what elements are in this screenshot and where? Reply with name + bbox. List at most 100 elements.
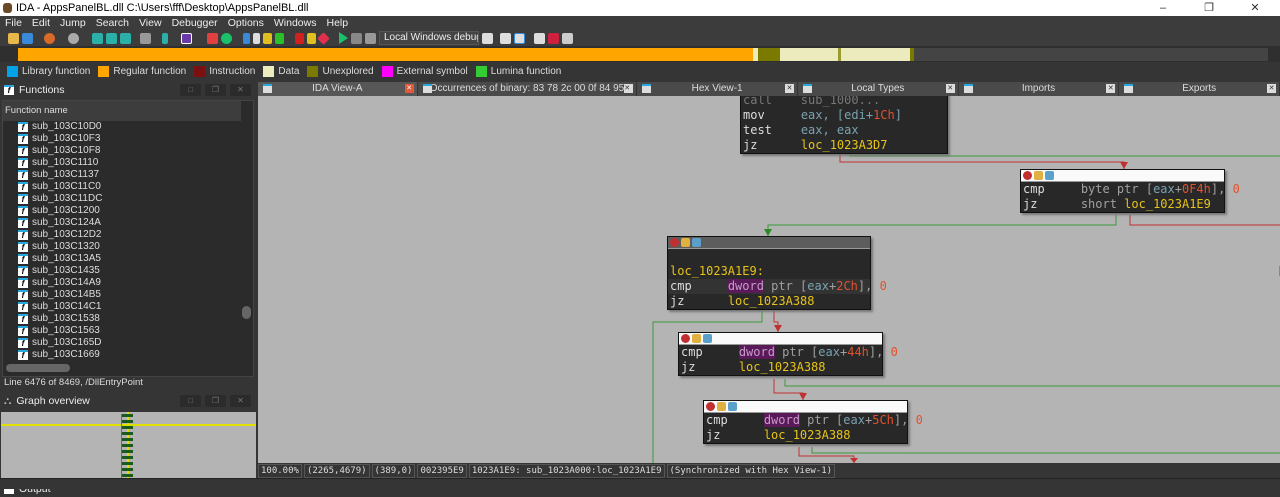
tab-close-button[interactable]: ✕ — [624, 84, 634, 93]
close-panel-button[interactable]: ✕ — [230, 84, 251, 96]
close-button[interactable]: ✕ — [1250, 2, 1260, 14]
legend-label: Library function — [22, 65, 91, 77]
edit-icon[interactable] — [307, 32, 316, 44]
tab-hex-view-1[interactable]: Hex View-1 ✕ — [637, 82, 798, 96]
function-item[interactable]: f sub_103C1320 — [3, 241, 253, 253]
restore-button[interactable]: ❐ — [1204, 2, 1214, 14]
menu-file[interactable]: File — [5, 17, 22, 29]
open-icon[interactable] — [8, 32, 19, 44]
patch-icon[interactable] — [140, 32, 151, 44]
function-item[interactable]: f sub_103C14A9 — [3, 277, 253, 289]
graph-view[interactable]: call sub_1000... mov eax, [edi+1Ch] test… — [258, 96, 1280, 463]
function-item[interactable]: f sub_103C13A5 — [3, 253, 253, 265]
close-panel-button[interactable]: ✕ — [230, 395, 251, 407]
function-name: sub_103C10F8 — [32, 145, 101, 156]
code-block-c[interactable]: loc_1023A1E9: cmp dword ptr [eax+2Ch], 0… — [667, 236, 887, 310]
jump-icon[interactable] — [162, 32, 168, 44]
tab-close-button[interactable]: ✕ — [1267, 84, 1277, 93]
save-icon[interactable] — [22, 32, 33, 44]
segment-icon[interactable] — [92, 32, 103, 44]
proximity-icon[interactable] — [221, 32, 232, 44]
code-block-e[interactable]: cmp dword ptr [eax+5Ch], 0 jz loc_1023A3… — [703, 400, 923, 444]
function-item[interactable]: f sub_103C1538 — [3, 313, 253, 325]
graph-coords: (2265,4679) — [303, 464, 370, 478]
struct-icon[interactable] — [120, 32, 131, 44]
menu-options[interactable]: Options — [227, 17, 264, 29]
horizontal-scrollbar[interactable] — [6, 364, 70, 372]
edge-c-green — [652, 310, 763, 463]
tab-close-button[interactable]: ✕ — [784, 84, 794, 93]
column-header-function-name[interactable]: Function name — [3, 101, 241, 121]
layout-icon[interactable] — [534, 32, 545, 44]
minimize-button[interactable]: – — [1159, 2, 1167, 14]
vertical-scrollbar[interactable] — [242, 306, 251, 319]
tab-exports[interactable]: Exports ✕ — [1119, 82, 1280, 96]
function-name: sub_103C13A5 — [32, 253, 101, 264]
tab-local-types[interactable]: Local Types ✕ — [797, 82, 959, 96]
menu-search[interactable]: Search — [95, 17, 129, 29]
list2-icon[interactable] — [562, 32, 573, 44]
tab-icon — [1124, 84, 1134, 93]
function-item[interactable]: f sub_103C1563 — [3, 325, 253, 337]
names-icon[interactable] — [275, 32, 284, 44]
tab-close-button[interactable]: ✕ — [945, 84, 955, 93]
menu-view[interactable]: View — [138, 17, 162, 29]
string-icon[interactable] — [181, 32, 192, 44]
function-item[interactable]: f sub_103C12D2 — [3, 229, 253, 241]
stop-icon[interactable] — [365, 32, 376, 44]
code-icon[interactable] — [243, 32, 250, 44]
tab-occurrences-of-binary-83-78-2c-00-0f-84-95-01[interactable]: Occurrences of binary: 83 78 2c 00 0f 84… — [417, 82, 638, 108]
function-item[interactable]: f sub_103C11C0 — [3, 181, 253, 193]
menu-windows[interactable]: Windows — [273, 17, 317, 29]
menu-edit[interactable]: Edit — [31, 17, 51, 29]
array-icon[interactable] — [295, 32, 304, 44]
float-button[interactable]: ❐ — [205, 395, 226, 407]
function-item[interactable]: f sub_103C11DC — [3, 193, 253, 205]
function-item[interactable]: f sub_103C165D — [3, 337, 253, 349]
function-item[interactable]: f sub_103C10F3 — [3, 133, 253, 145]
function-item[interactable]: f sub_103C14C1 — [3, 301, 253, 313]
code-block-d[interactable]: cmp dword ptr [eax+44h], 0 jz loc_1023A3… — [678, 332, 898, 376]
breakpoint-icon[interactable] — [317, 31, 330, 45]
forward-icon[interactable] — [68, 32, 79, 44]
function-name: sub_103C1669 — [32, 349, 100, 360]
navigation-bar[interactable] — [18, 48, 1268, 61]
function-item[interactable]: f sub_103C14B5 — [3, 289, 253, 301]
function-icon: f — [18, 326, 28, 336]
function-icon[interactable] — [106, 32, 117, 44]
float-button[interactable]: ❐ — [205, 84, 226, 96]
function-item[interactable]: f sub_103C124A — [3, 217, 253, 229]
function-item[interactable]: f sub_103C10F8 — [3, 145, 253, 157]
tab-imports[interactable]: Imports ✕ — [958, 82, 1120, 96]
menu-debugger[interactable]: Debugger — [171, 17, 218, 29]
menu-help[interactable]: Help — [326, 17, 349, 29]
cfg-icon[interactable] — [500, 32, 511, 44]
maximize-button[interactable]: □ — [180, 395, 201, 407]
pause-icon[interactable] — [351, 32, 362, 44]
function-item[interactable]: f sub_103C1435 — [3, 265, 253, 277]
code-block-a[interactable]: call sub_1000... mov eax, [edi+1Ch] test… — [740, 96, 948, 154]
graph-icon[interactable] — [207, 32, 218, 44]
tab-close-button[interactable]: ✕ — [404, 84, 414, 93]
function-item[interactable]: f sub_103C1110 — [3, 157, 253, 169]
start-debug-icon[interactable] — [339, 32, 348, 44]
debugger-select[interactable]: Local Windows debugge — [379, 31, 479, 45]
undefine-icon[interactable] — [263, 32, 272, 44]
data-icon[interactable] — [253, 32, 260, 44]
tab-ida-view-a[interactable]: IDA View-A ✕ — [258, 82, 418, 96]
code-block-b[interactable]: cmp byte ptr [eax+0F4h], 0 jz short loc_… — [1020, 169, 1240, 213]
list-icon[interactable] — [548, 32, 559, 44]
function-item[interactable]: f sub_103C10D0 — [3, 121, 253, 133]
menu-jump[interactable]: Jump — [60, 17, 86, 29]
function-item[interactable]: f sub_103C1137 — [3, 169, 253, 181]
graph-overview[interactable] — [1, 412, 256, 480]
function-name: sub_103C124A — [32, 217, 101, 228]
back-icon[interactable] — [44, 32, 55, 44]
function-name: sub_103C1435 — [32, 265, 100, 276]
dropdown-icon[interactable] — [482, 32, 493, 44]
tab-close-button[interactable]: ✕ — [1106, 84, 1116, 93]
maximize-button[interactable]: □ — [180, 84, 201, 96]
graph-mode-icon[interactable] — [514, 32, 525, 44]
function-item[interactable]: f sub_103C1200 — [3, 205, 253, 217]
function-item[interactable]: f sub_103C1669 — [3, 349, 253, 361]
